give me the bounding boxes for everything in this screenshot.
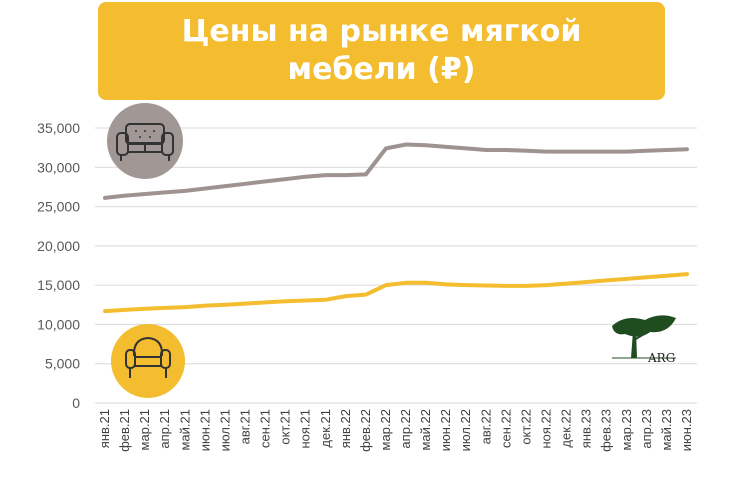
x-tick-label: янв.23 xyxy=(579,409,594,448)
x-tick-label: июн.22 xyxy=(438,409,453,451)
x-tick-label: янв.21 xyxy=(97,409,112,448)
x-axis: янв.21 фев.21 мар.21 апр.21 май.21 июн.21 июл.… xyxy=(97,409,694,452)
chart-title: Цены на рынке мягкой мебели (₽) xyxy=(181,14,582,87)
y-tick-label: 20,000 xyxy=(37,238,80,254)
x-tick-label: сен.21 xyxy=(258,409,273,448)
x-tick-label: янв.22 xyxy=(338,409,353,448)
x-tick-label: авг.22 xyxy=(478,409,493,444)
x-tick-label: май.22 xyxy=(418,409,433,451)
x-tick-label: июн.23 xyxy=(679,409,694,451)
y-tick-label: 25,000 xyxy=(37,199,80,215)
x-tick-label: авг.21 xyxy=(238,409,253,444)
x-tick-label: апр.22 xyxy=(398,409,413,449)
x-tick-label: ноя.21 xyxy=(298,409,313,449)
y-tick-label: 30,000 xyxy=(37,159,80,175)
y-tick-label: 35,000 xyxy=(37,120,80,136)
x-tick-label: мар.21 xyxy=(137,409,152,450)
x-tick-label: сен.22 xyxy=(498,409,513,448)
x-tick-label: июл.21 xyxy=(217,409,232,451)
x-tick-label: фев.23 xyxy=(599,409,614,452)
gridlines xyxy=(95,127,697,404)
x-tick-label: дек.21 xyxy=(318,409,333,448)
x-tick-label: мар.23 xyxy=(619,409,634,450)
x-tick-label: окт.21 xyxy=(278,409,293,445)
y-tick-label: 5,000 xyxy=(45,356,80,372)
armchair-price-line xyxy=(103,272,689,314)
chart-title-box: Цены на рынке мягкой мебели (₽) xyxy=(98,2,665,100)
x-tick-label: июн.21 xyxy=(197,409,212,451)
tree-logo: ARG xyxy=(612,315,676,365)
y-tick-label: 0 xyxy=(72,395,80,411)
x-tick-label: ноя.22 xyxy=(539,409,554,449)
y-tick-label: 10,000 xyxy=(37,316,80,332)
x-tick-label: окт.22 xyxy=(518,409,533,445)
x-tick-label: май.23 xyxy=(659,409,674,451)
x-tick-label: июл.22 xyxy=(458,409,473,451)
x-tick-label: апр.21 xyxy=(157,409,172,449)
armchair-icon xyxy=(111,324,185,398)
x-tick-label: май.21 xyxy=(177,409,192,451)
x-tick-label: дек.22 xyxy=(559,409,574,448)
x-tick-label: апр.23 xyxy=(639,409,654,449)
y-tick-label: 15,000 xyxy=(37,277,80,293)
logo-text: ARG xyxy=(647,351,675,365)
sofa-icon xyxy=(107,103,183,179)
x-tick-label: фев.22 xyxy=(358,409,373,452)
x-tick-label: мар.22 xyxy=(378,409,393,450)
sofa-price-line xyxy=(103,142,689,200)
series-lines xyxy=(103,142,689,314)
x-tick-label: фев.21 xyxy=(117,409,132,452)
y-axis: 0 5,000 10,000 15,000 20,000 25,000 30,000 35,0… xyxy=(37,120,80,411)
